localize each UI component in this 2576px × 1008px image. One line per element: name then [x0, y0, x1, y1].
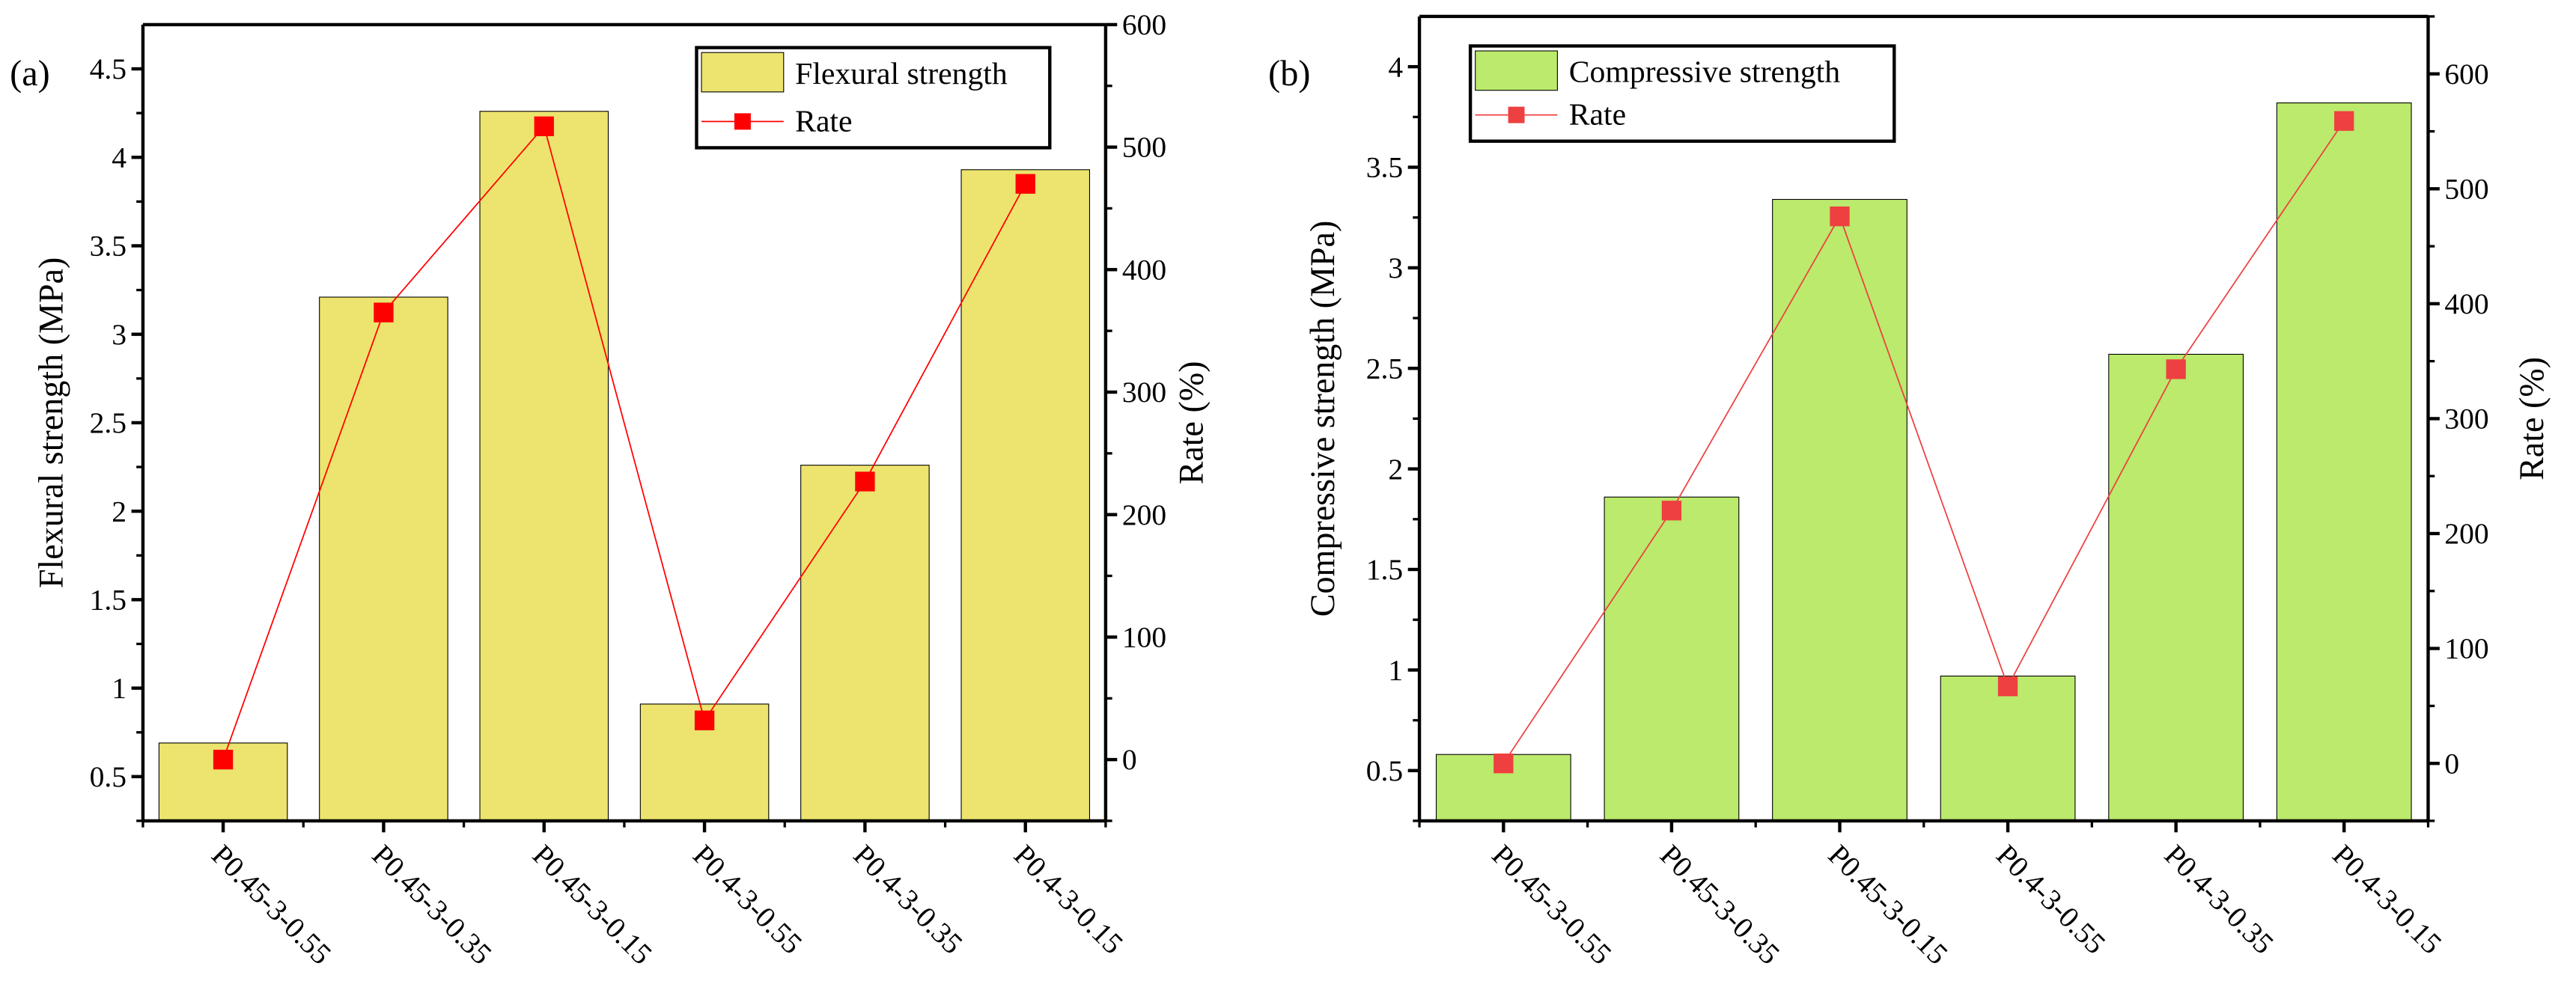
y-tick-label: 2.5 — [1366, 352, 1403, 385]
bar — [1604, 496, 1740, 822]
y-axis-title: Compressive strength (MPa) — [1303, 221, 1342, 617]
y2-axis-title: Rate (%) — [2512, 357, 2551, 480]
y-tick-label: 3 — [112, 318, 127, 351]
rate-marker — [1015, 174, 1035, 194]
rate-marker — [534, 116, 554, 136]
panel-label: (b) — [1268, 54, 1310, 94]
x-tick-label: P0.4-3-0.55 — [1990, 838, 2112, 960]
legend-bar-swatch — [701, 52, 785, 93]
legend-line-label: Rate — [795, 105, 852, 139]
bar — [2276, 102, 2412, 822]
legend-bar-swatch — [1475, 50, 1558, 91]
bar — [800, 465, 930, 822]
y-tick-label: 3 — [1388, 251, 1403, 284]
y-tick-label: 1.5 — [90, 584, 127, 617]
panel-label: (a) — [10, 54, 50, 94]
y2-tick-label: 300 — [1122, 376, 1166, 409]
y2-tick-label: 400 — [1122, 253, 1166, 286]
y-tick-label: 4.5 — [90, 52, 127, 85]
bar — [1940, 675, 2076, 822]
y2-tick-label: 400 — [2444, 287, 2488, 320]
legend: Compressive strength Rate — [1468, 44, 1896, 143]
bar — [960, 169, 1091, 822]
y2-tick-label: 600 — [2444, 58, 2488, 91]
rate-marker — [1493, 753, 1514, 774]
y2-tick-label: 100 — [1122, 621, 1166, 654]
y2-tick-label: 300 — [2444, 403, 2488, 436]
y2-axis-title: Rate (%) — [1172, 361, 1210, 484]
bar — [319, 296, 448, 822]
x-tick-label: P0.45-3-0.15 — [526, 838, 659, 971]
y-tick-label: 4 — [1388, 50, 1403, 83]
rate-marker — [1997, 676, 2018, 697]
bar — [479, 111, 609, 822]
x-tick-label: P0.45-3-0.55 — [205, 838, 338, 971]
y2-tick-label: 500 — [2444, 172, 2488, 205]
rate-marker — [855, 471, 875, 492]
panel-a: 0.5 1 1.5 2 2.5 3 3.5 4 4.5 0 100 200 300 400 500 600 P0… — [10, 8, 1210, 971]
legend: Flexural strength Rate — [695, 46, 1052, 150]
x-tick-label: P0.4-3-0.15 — [1008, 838, 1130, 960]
y-tick-label: 2 — [112, 495, 127, 528]
rate-marker — [213, 749, 234, 770]
x-tick-label: P0.4-3-0.15 — [2326, 838, 2448, 960]
y-tick-label: 0.5 — [90, 760, 127, 793]
bar — [1772, 198, 1907, 822]
y-axis-title: Flexural strength (MPa) — [31, 257, 70, 589]
x-tick-label: P0.45-3-0.15 — [1822, 838, 1955, 971]
rate-line — [222, 124, 1026, 760]
x-tick-label: P0.45-3-0.35 — [365, 838, 498, 971]
y2-tick-label: 100 — [2444, 632, 2488, 665]
rate-marker — [2166, 359, 2186, 379]
x-tick-label: P0.4-3-0.55 — [686, 838, 809, 960]
legend-marker-swatch — [734, 113, 751, 130]
x-tick-label: P0.4-3-0.35 — [847, 838, 969, 960]
y-tick-label: 0.5 — [1366, 754, 1403, 787]
y2-tick-label: 600 — [1122, 8, 1166, 41]
x-tick-label: P0.4-3-0.35 — [2158, 838, 2280, 960]
rate-marker — [1830, 206, 1850, 227]
y-tick-label: 3.5 — [90, 230, 127, 263]
y-tick-label: 3.5 — [1366, 151, 1403, 184]
legend-bar-label: Flexural strength — [795, 57, 1008, 91]
y-tick-label: 4 — [112, 141, 127, 174]
y-tick-label: 1.5 — [1366, 553, 1403, 586]
y-tick-label: 2.5 — [90, 406, 127, 439]
rate-marker — [2334, 111, 2354, 131]
rate-marker — [694, 710, 715, 730]
rate-marker — [1661, 501, 1682, 521]
rate-line — [1502, 120, 2345, 764]
legend-bar-label: Compressive strength — [1569, 55, 1840, 90]
y2-tick-label: 0 — [2444, 747, 2459, 780]
bar — [2108, 353, 2244, 822]
legend-line-label: Rate — [1569, 98, 1626, 132]
y2-tick-label: 200 — [1122, 498, 1166, 531]
y2-tick-label: 200 — [2444, 517, 2488, 550]
x-tick-label: P0.45-3-0.55 — [1485, 838, 1618, 971]
legend-marker-swatch — [1508, 106, 1525, 123]
x-tick-label: P0.45-3-0.35 — [1654, 838, 1786, 971]
panel-b: 0.5 1 1.5 2 2.5 3 3.5 4 0 100 200 300 400 500 600 P0.45… — [1268, 14, 2551, 971]
y-tick-label: 1 — [1388, 654, 1403, 687]
y-tick-label: 2 — [1388, 453, 1403, 486]
rate-marker — [374, 302, 394, 323]
y-tick-label: 1 — [112, 672, 127, 705]
y2-tick-label: 500 — [1122, 131, 1166, 164]
y2-tick-label: 0 — [1122, 743, 1137, 776]
